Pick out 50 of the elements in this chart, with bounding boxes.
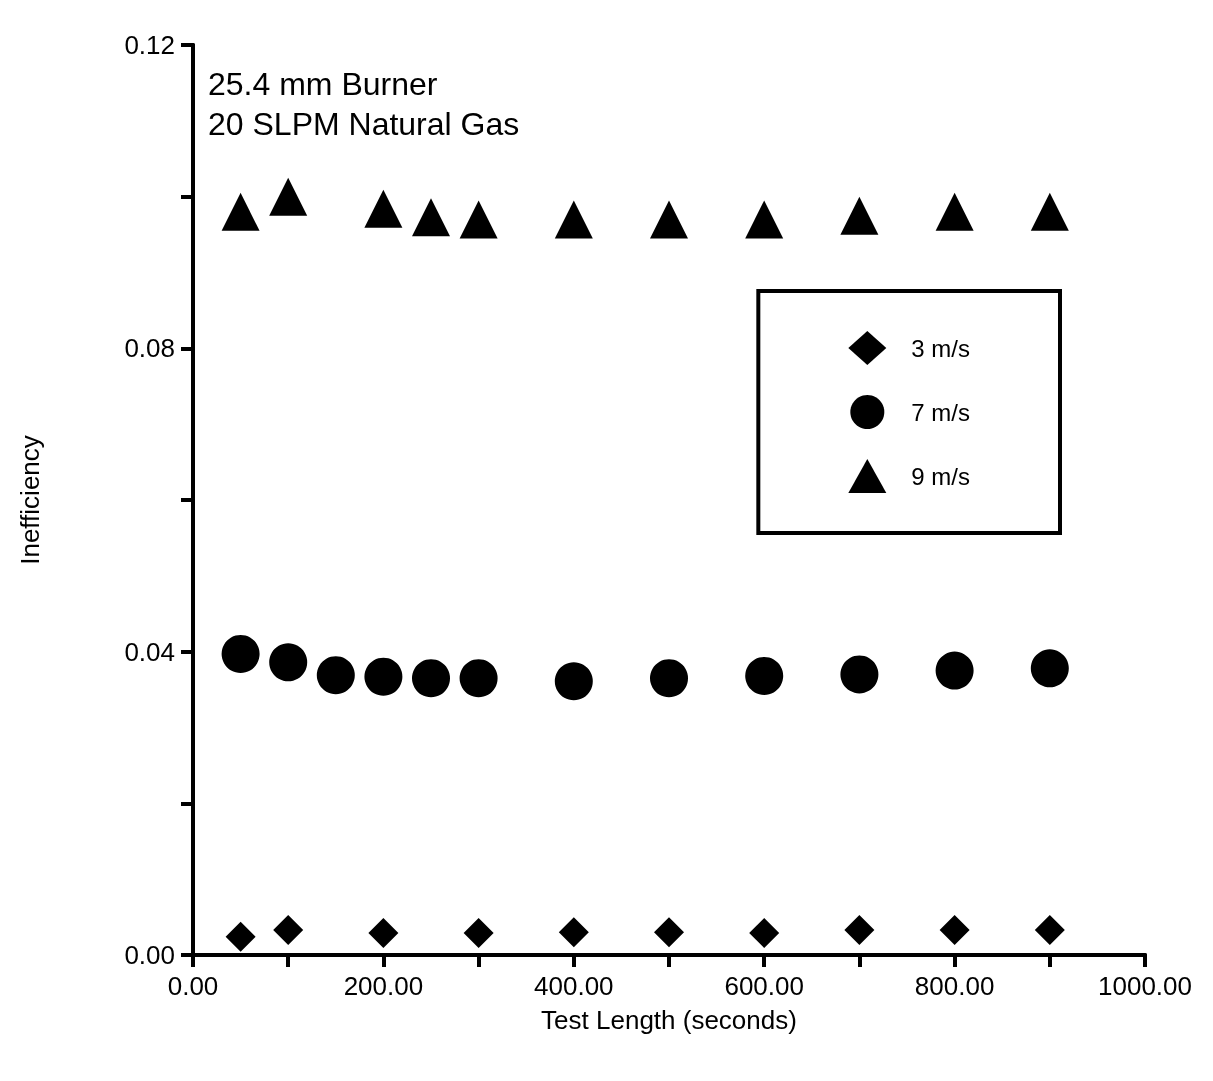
- point: [459, 200, 498, 239]
- point: [463, 918, 494, 949]
- point: [554, 662, 593, 701]
- point: [221, 192, 260, 231]
- point: [1030, 192, 1069, 231]
- point: [269, 643, 308, 682]
- x-tick-label: 400.00: [534, 971, 614, 1001]
- point: [745, 200, 784, 239]
- legend-label: 3 m/s: [911, 334, 971, 362]
- point: [939, 914, 970, 945]
- point: [364, 657, 403, 696]
- point: [1034, 914, 1065, 945]
- point: [368, 918, 399, 949]
- point: [650, 659, 688, 698]
- point: [840, 196, 879, 235]
- y-tick-label: 0.04: [124, 636, 175, 667]
- y-tick-label: 0.00: [124, 940, 175, 970]
- x-tick-label: 200.00: [343, 971, 424, 1001]
- point: [221, 634, 260, 673]
- point: [1030, 649, 1069, 688]
- y-tick-label: 0.12: [124, 30, 175, 60]
- point: [745, 656, 784, 695]
- y-axis-title: Inefficiency: [15, 435, 45, 565]
- point: [935, 651, 974, 690]
- point: [412, 198, 450, 237]
- point: [554, 200, 593, 239]
- point: [749, 918, 780, 949]
- annotation: 25.4 mm Burner: [208, 66, 438, 102]
- point: [840, 655, 879, 694]
- point: [225, 921, 256, 952]
- point: [844, 914, 875, 945]
- point: [316, 656, 355, 695]
- x-tick-label: 0.00: [167, 971, 219, 1001]
- x-tick-label: 800.00: [914, 971, 995, 1001]
- point: [273, 914, 304, 945]
- point: [650, 200, 688, 239]
- point: [935, 192, 974, 231]
- legend-label: 7 m/s: [911, 398, 971, 426]
- y-tick-label: 0.08: [124, 333, 175, 364]
- x-tick-label: 600.00: [724, 971, 804, 1001]
- point: [558, 917, 589, 948]
- point: [654, 917, 684, 948]
- point: [412, 659, 450, 698]
- annotation: 20 SLPM Natural Gas: [208, 106, 520, 142]
- point: [459, 659, 498, 698]
- x-tick-label: 1000.00: [1098, 971, 1192, 1001]
- point: [364, 189, 403, 228]
- legend-label: 9 m/s: [911, 462, 971, 490]
- point: [269, 177, 308, 216]
- x-axis-title: Test Length (seconds): [541, 1005, 797, 1035]
